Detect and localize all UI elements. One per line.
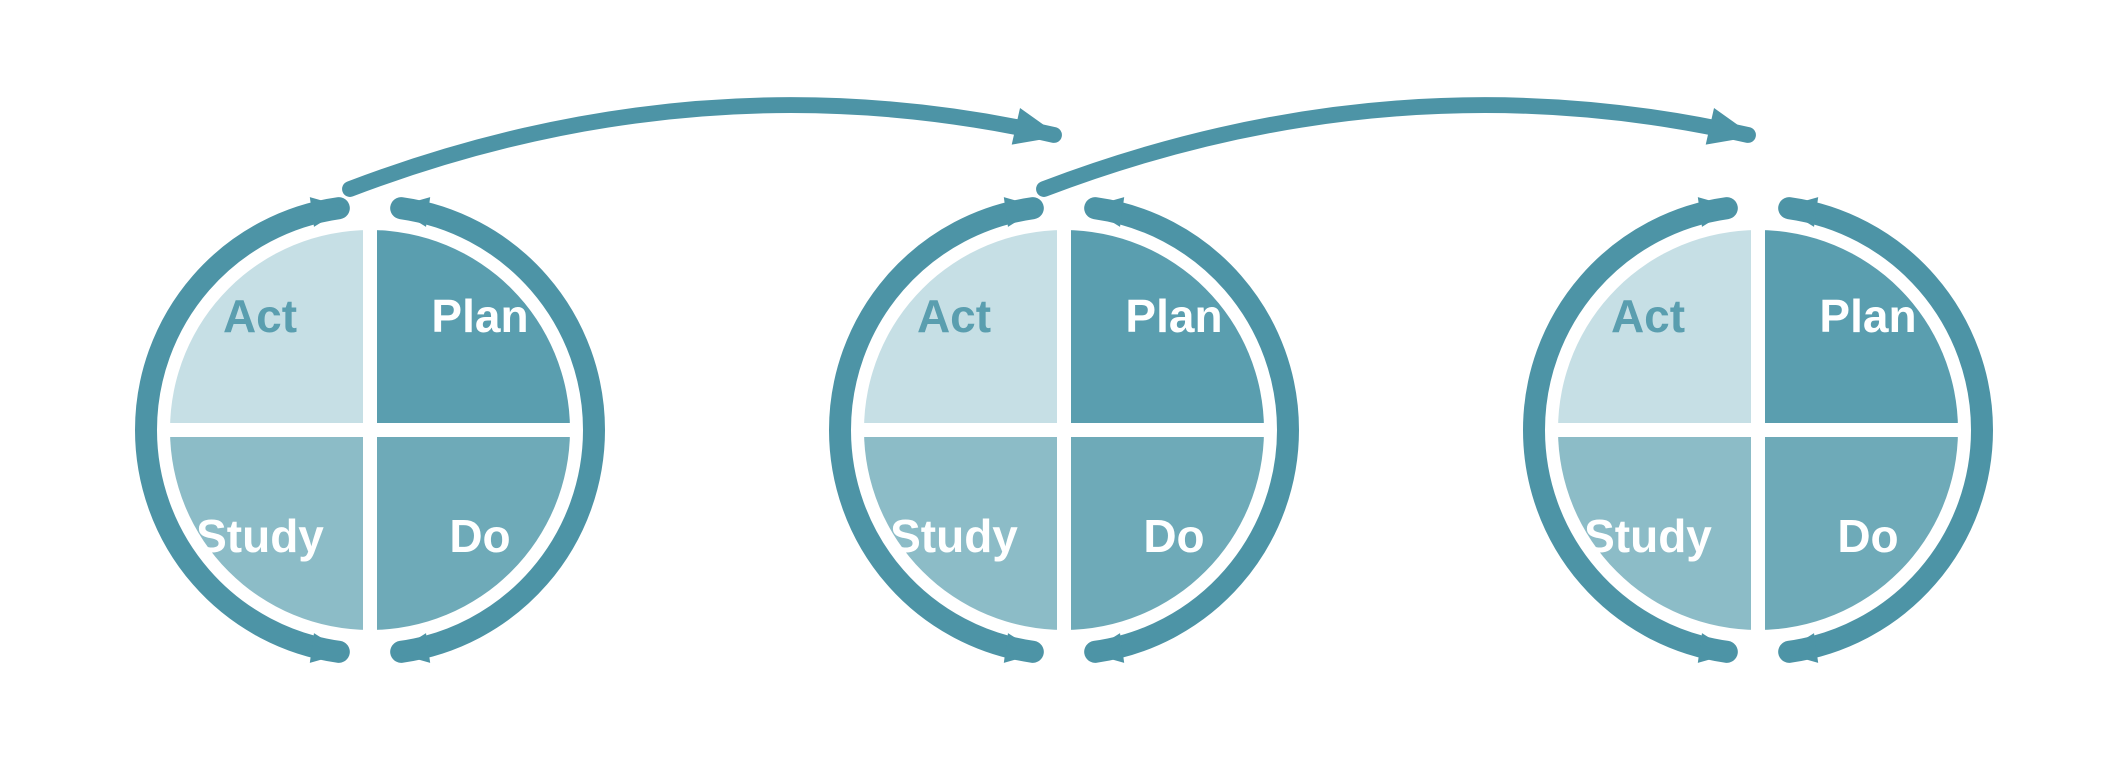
pdsa-cycle: Plan Do Study Act (1534, 197, 1982, 663)
connectors (350, 105, 1754, 189)
label-plan: Plan (1125, 290, 1222, 342)
label-do: Do (1143, 510, 1204, 562)
pdsa-cycle: Plan Do Study Act (146, 197, 594, 663)
pdsa-svg: Plan Do Study Act Plan Do Study Act Plan Do Study A… (0, 0, 2128, 780)
label-plan: Plan (1819, 290, 1916, 342)
pdsa-diagram: Plan Do Study Act Plan Do Study Act Plan Do Study A… (0, 0, 2128, 780)
label-study: Study (196, 510, 324, 562)
label-plan: Plan (431, 290, 528, 342)
pdsa-cycle: Plan Do Study Act (840, 197, 1288, 663)
connector-arc (350, 105, 1054, 189)
label-act: Act (223, 290, 297, 342)
label-do: Do (449, 510, 510, 562)
label-act: Act (1611, 290, 1685, 342)
label-do: Do (1837, 510, 1898, 562)
label-act: Act (917, 290, 991, 342)
label-study: Study (1584, 510, 1712, 562)
label-study: Study (890, 510, 1018, 562)
connector-arc (1044, 105, 1748, 189)
